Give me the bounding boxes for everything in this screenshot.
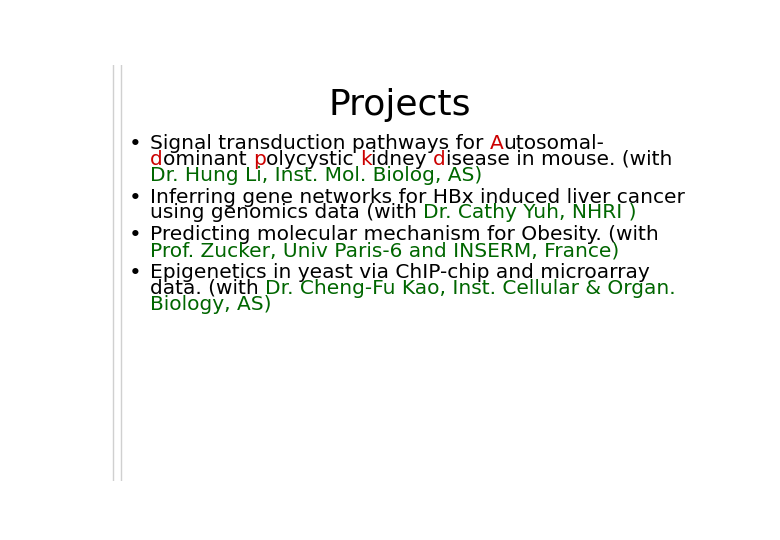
- Text: Predicting molecular mechanism for Obesity. (with: Predicting molecular mechanism for Obesi…: [151, 225, 659, 244]
- Text: •: •: [129, 187, 141, 207]
- Text: Signal transduction pathways for: Signal transduction pathways for: [151, 134, 490, 153]
- Text: Biology, AS): Biology, AS): [151, 295, 271, 314]
- Text: •: •: [129, 225, 141, 245]
- Text: olycystic: olycystic: [266, 150, 360, 169]
- Text: isease in mouse. (with: isease in mouse. (with: [446, 150, 672, 169]
- Text: Epigenetics in yeast via ChIP-chip and microarray: Epigenetics in yeast via ChIP-chip and m…: [151, 263, 650, 282]
- Text: •: •: [129, 263, 141, 283]
- Text: Projects: Projects: [328, 88, 471, 122]
- Text: p: p: [253, 150, 266, 169]
- Text: Inferring gene networks for HBx induced liver cancer: Inferring gene networks for HBx induced …: [151, 187, 685, 207]
- Text: •: •: [129, 134, 141, 154]
- Text: Dr. Cathy Yuh, NHRI ): Dr. Cathy Yuh, NHRI ): [424, 204, 637, 222]
- Text: ominant: ominant: [163, 150, 253, 169]
- Text: data. (with: data. (with: [151, 279, 265, 298]
- Text: d: d: [151, 150, 163, 169]
- Text: Dr. Cheng-Fu Kao, Inst. Cellular & Organ.: Dr. Cheng-Fu Kao, Inst. Cellular & Organ…: [265, 279, 676, 298]
- Text: d: d: [434, 150, 446, 169]
- Text: Dr. Hung Li, Inst. Mol. Biolog, AS): Dr. Hung Li, Inst. Mol. Biolog, AS): [151, 166, 483, 185]
- Text: using genomics data (with: using genomics data (with: [151, 204, 424, 222]
- Text: A: A: [490, 134, 504, 153]
- Text: utosomal-: utosomal-: [504, 134, 604, 153]
- Text: idney: idney: [371, 150, 434, 169]
- Text: k: k: [360, 150, 371, 169]
- Text: Prof. Zucker, Univ Paris-6 and INSERM, France): Prof. Zucker, Univ Paris-6 and INSERM, F…: [151, 241, 619, 260]
